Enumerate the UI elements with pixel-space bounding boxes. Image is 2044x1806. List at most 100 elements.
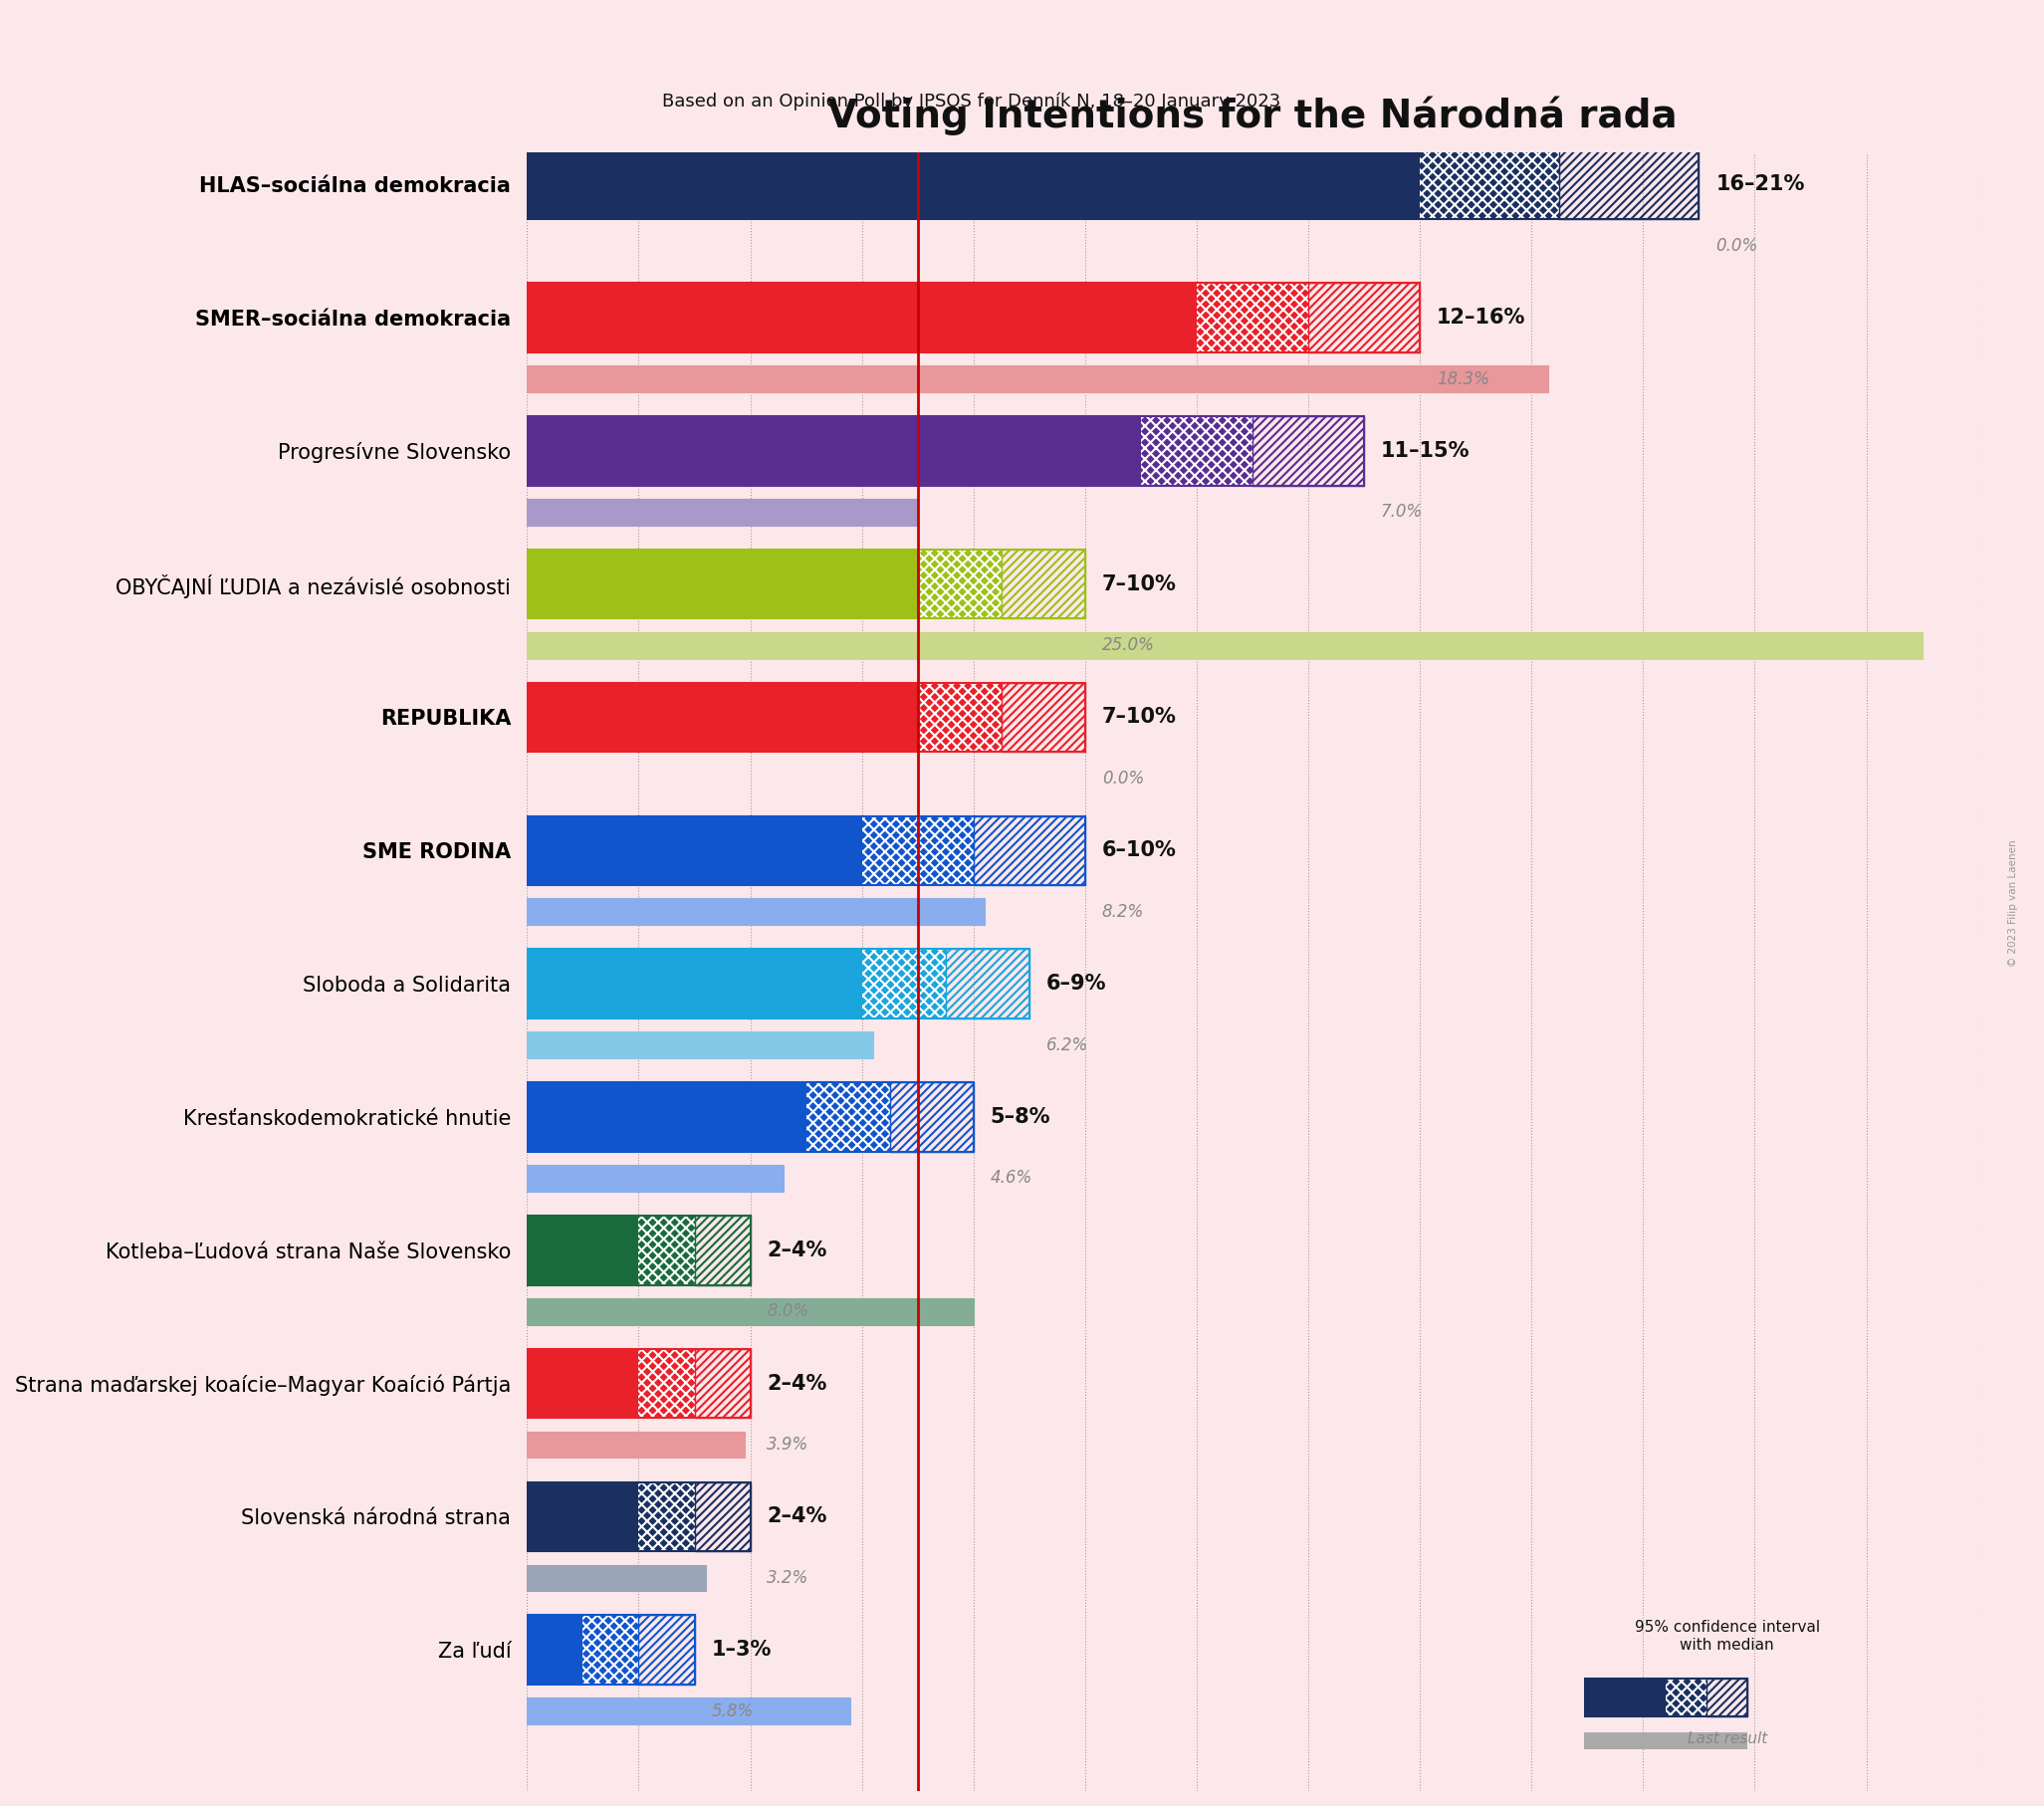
Bar [889,1082,973,1152]
Bar [527,150,1699,219]
Text: 2–4%: 2–4% [766,1506,828,1526]
Bar [527,1615,583,1685]
Bar [527,1615,695,1685]
Bar [527,1215,638,1284]
Bar [1707,1680,1748,1716]
Bar [1421,150,1560,219]
Text: 0.0%: 0.0% [1715,237,1758,255]
Text: 16–21%: 16–21% [1715,175,1805,195]
Text: Last result: Last result [1686,1732,1768,1746]
Text: 7.0%: 7.0% [1382,504,1423,522]
Bar [805,1082,889,1152]
Text: 8.2%: 8.2% [1102,903,1145,921]
Bar [527,365,1547,392]
Bar [1002,549,1085,619]
Bar [527,1564,705,1591]
Bar [863,816,973,885]
Bar [1584,1732,1748,1750]
Bar [527,498,918,526]
Bar [527,1564,705,1591]
Bar [527,950,1030,1019]
Bar [527,1698,850,1725]
Bar [638,1215,695,1284]
Text: 6–9%: 6–9% [1047,973,1106,993]
Bar [527,1165,783,1192]
Bar [527,1215,750,1284]
Text: 8.0%: 8.0% [766,1302,809,1320]
Text: 0.0%: 0.0% [1102,769,1145,787]
Bar [1002,683,1085,751]
Bar [863,950,946,1019]
Bar [527,1165,783,1192]
Bar [527,549,1085,619]
Text: 3.2%: 3.2% [766,1569,809,1587]
Text: 2–4%: 2–4% [766,1373,828,1394]
Bar [527,816,863,885]
Text: 95% confidence interval
with median: 95% confidence interval with median [1635,1620,1819,1652]
Text: 5.8%: 5.8% [711,1703,754,1719]
Text: 1–3%: 1–3% [711,1640,771,1660]
Bar [695,1215,750,1284]
Text: 7–10%: 7–10% [1102,574,1177,594]
Bar [527,549,918,619]
Text: 12–16%: 12–16% [1437,307,1525,327]
Bar [527,1299,973,1326]
Bar [527,632,1921,659]
Text: 11–15%: 11–15% [1382,441,1470,461]
Bar [527,284,1421,352]
Bar [527,1082,973,1152]
Bar [527,1082,805,1152]
Text: 7–10%: 7–10% [1102,708,1177,728]
Bar [1141,415,1253,486]
Text: 6.2%: 6.2% [1047,1037,1087,1055]
Bar [638,1349,695,1418]
Bar [1666,1680,1707,1716]
Bar [527,1031,873,1058]
Bar [527,816,1085,885]
Bar [527,415,1363,486]
Text: 25.0%: 25.0% [1102,636,1155,654]
Bar [527,415,1141,486]
Bar [1308,284,1421,352]
Bar [1253,415,1363,486]
Bar [527,1031,873,1058]
Bar [527,1483,750,1551]
Bar [527,1698,850,1725]
Text: 2–4%: 2–4% [766,1241,828,1261]
Bar [527,1349,750,1418]
Text: 5–8%: 5–8% [989,1107,1051,1127]
Bar [527,1299,973,1326]
Bar [527,632,1921,659]
Bar [973,816,1085,885]
Text: Based on an Opinion Poll by IPSOS for Denník N, 18–20 January 2023: Based on an Opinion Poll by IPSOS for De… [662,92,1280,110]
Bar [918,549,1002,619]
Bar [918,683,1002,751]
Text: © 2023 Filip van Laenen: © 2023 Filip van Laenen [2009,840,2017,966]
Bar [527,498,918,526]
Bar [527,1349,638,1418]
Bar [638,1483,695,1551]
Text: 3.9%: 3.9% [766,1436,809,1454]
Bar [527,1483,638,1551]
Bar [1196,284,1308,352]
Bar [527,683,1085,751]
Bar [527,899,985,925]
Bar [946,950,1030,1019]
Bar [527,899,985,925]
Bar [1584,1680,1748,1716]
Bar [527,284,1196,352]
Bar [527,683,918,751]
Bar [527,1432,744,1457]
Bar [695,1349,750,1418]
Text: 4.6%: 4.6% [989,1168,1032,1187]
Bar [527,150,1421,219]
Bar [527,950,863,1019]
Title: Voting Intentions for the Národná rada: Voting Intentions for the Národná rada [828,96,1678,135]
Bar [527,1432,744,1457]
Text: 18.3%: 18.3% [1437,370,1490,388]
Bar [1584,1680,1666,1716]
Bar [1560,150,1699,219]
Bar [527,365,1547,392]
Text: 6–10%: 6–10% [1102,840,1177,860]
Bar [638,1615,695,1685]
